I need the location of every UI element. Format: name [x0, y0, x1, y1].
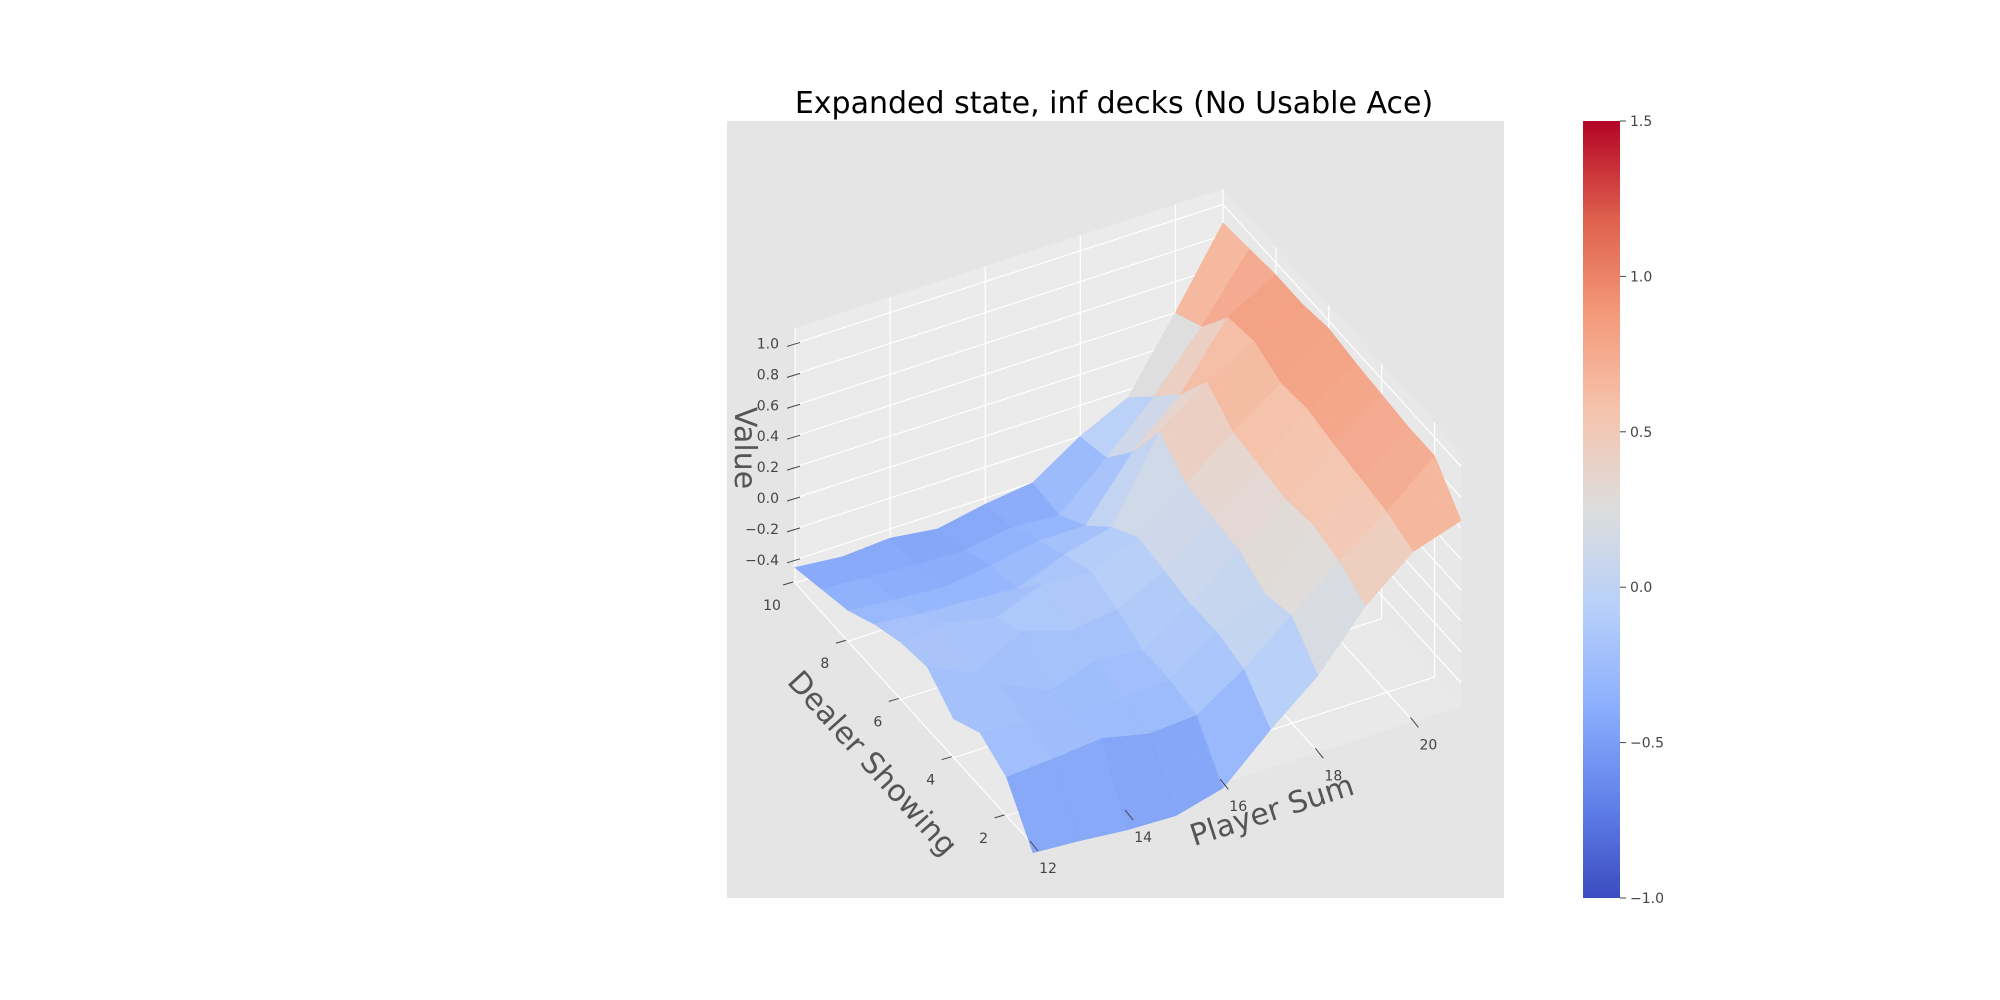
x-tick-mark: [1410, 717, 1419, 728]
axis-ticks: 12 14 16 18 20 2 4 6 8 10 −0.4 −0.2 0.0 0.2 0.4 0.6 0.8 1…: [745, 336, 1437, 877]
surface: [794, 222, 1462, 854]
gridline: [794, 327, 1224, 468]
z-tick-mark: [786, 496, 801, 502]
colorbar-tick-label: 1.5: [1630, 114, 1652, 130]
z-tick-mark: [786, 372, 801, 378]
z-tick-label: −0.4: [745, 553, 779, 569]
y-tick-mark: [941, 756, 952, 761]
z-tick-label: 0.4: [757, 429, 779, 445]
colorbar: [1583, 121, 1620, 898]
y-tick-mark: [782, 581, 794, 586]
y-tick-label: 10: [763, 598, 781, 614]
x-tick-label: 12: [1039, 861, 1057, 877]
z-tick-label: 0.0: [757, 491, 779, 507]
colorbar-tick-label: 0.5: [1630, 425, 1652, 441]
z-tick-label: 0.6: [757, 398, 779, 414]
z-tick-label: 0.2: [757, 460, 779, 476]
z-axis-label: Value: [727, 407, 762, 489]
gridline: [794, 265, 1224, 406]
gridline: [794, 296, 1224, 437]
x-tick-label: 14: [1134, 830, 1152, 846]
back-pane: [795, 189, 1223, 583]
x-tick-mark: [1314, 748, 1324, 759]
y-tick-mark: [994, 814, 1005, 819]
z-tick-mark: [786, 341, 801, 347]
x-tick-label: 18: [1324, 768, 1342, 784]
x-tick-label: 16: [1229, 799, 1247, 815]
y-tick-label: 6: [873, 714, 882, 730]
colorbar-tick-label: 1.0: [1630, 269, 1652, 285]
x-tick-mark: [1219, 778, 1229, 790]
surface-face: [1386, 455, 1462, 552]
x-tick-label: 20: [1420, 737, 1438, 753]
z-tick-mark: [786, 527, 801, 533]
z-tick-mark: [786, 558, 801, 564]
colorbar-tick-label: 0.0: [1630, 580, 1652, 596]
z-tick-label: 1.0: [757, 336, 779, 352]
y-tick-mark: [888, 697, 899, 702]
z-tick-mark: [786, 403, 801, 409]
y-tick-label: 4: [926, 773, 935, 789]
y-tick-label: 8: [820, 656, 829, 672]
y-tick-label: 2: [979, 831, 988, 847]
gridline: [1222, 204, 1462, 467]
chart-title: Expanded state, inf decks (No Usable Ace…: [795, 86, 1433, 121]
gridline: [794, 582, 1034, 846]
z-tick-mark: [786, 434, 801, 440]
z-tick-label: −0.2: [745, 522, 779, 538]
x-tick-mark: [1124, 809, 1134, 821]
x-tick-mark: [1029, 840, 1039, 852]
colorbar-tick-label: −1.0: [1630, 891, 1664, 907]
z-tick-mark: [786, 465, 801, 471]
gridline: [794, 203, 1224, 345]
colorbar-ticks: −1.0 −0.5 0.0 0.5 1.0 1.5: [1620, 114, 1664, 907]
colorbar-tick-label: −0.5: [1630, 736, 1664, 752]
gridline: [794, 234, 1224, 375]
z-tick-label: 0.8: [757, 367, 779, 383]
y-tick-mark: [835, 639, 847, 644]
